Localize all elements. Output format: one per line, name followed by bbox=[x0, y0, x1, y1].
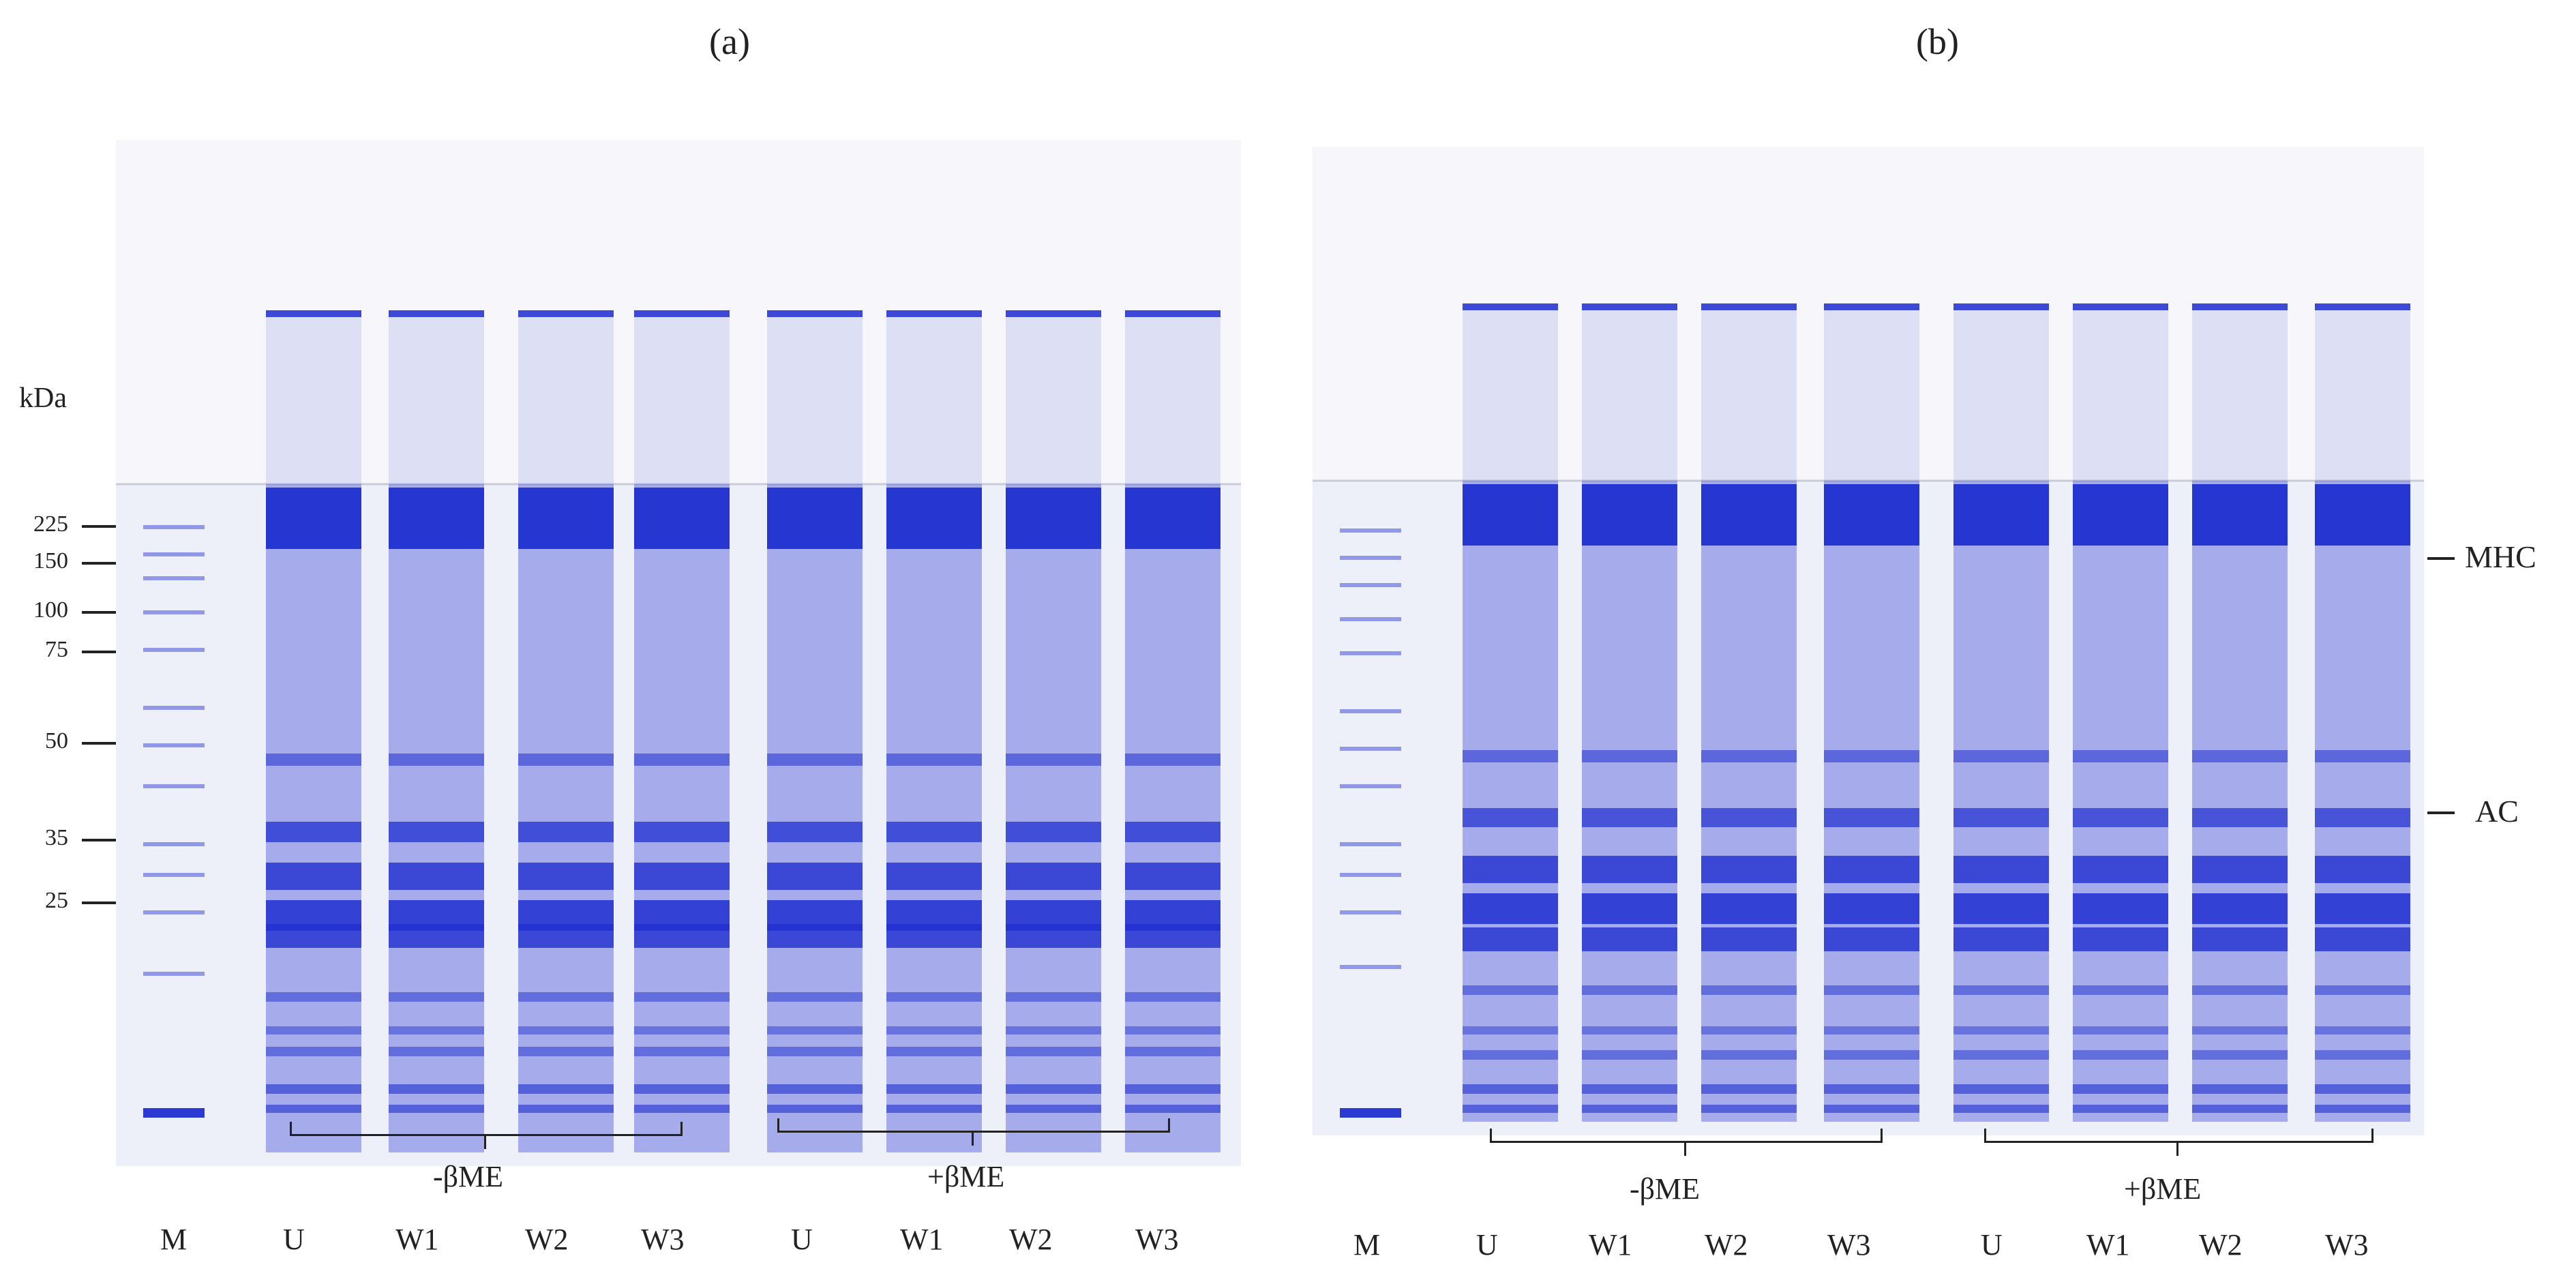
bracket-a-plus bbox=[777, 1118, 1170, 1133]
kda-unit-label: kDa bbox=[19, 383, 67, 414]
gel-image-a bbox=[116, 140, 1241, 1166]
mw-35-tick bbox=[82, 839, 116, 841]
gel-image-b bbox=[1313, 147, 2424, 1135]
mw-25-tick bbox=[82, 901, 116, 904]
condition-a-plus: +βME bbox=[927, 1160, 1005, 1193]
mw-150-label: 150 bbox=[33, 548, 68, 573]
mw-225-tick bbox=[82, 525, 116, 528]
lane-b-w1-plus: W1 bbox=[2086, 1228, 2130, 1262]
mw-150-tick bbox=[82, 562, 116, 565]
condition-a-minus: -βME bbox=[433, 1160, 504, 1193]
lane-b-w1-minus: W1 bbox=[1589, 1228, 1632, 1262]
panel-a-label: (a) bbox=[709, 21, 750, 62]
lane-b-u-plus: U bbox=[1981, 1228, 2003, 1262]
lane-b-w2-plus: W2 bbox=[2199, 1228, 2243, 1262]
condition-b-minus: -βME bbox=[1630, 1172, 1701, 1206]
mw-75-tick bbox=[82, 651, 116, 653]
mw-100-label: 100 bbox=[33, 597, 68, 623]
mw-100-tick bbox=[82, 611, 116, 614]
mw-50-label: 50 bbox=[45, 728, 68, 754]
bracket-a-minus bbox=[290, 1122, 683, 1136]
lane-b-m: M bbox=[1353, 1228, 1381, 1262]
bracket-b-minus-stem bbox=[1684, 1141, 1686, 1156]
panel-b-label: (b) bbox=[1916, 21, 1959, 62]
bracket-b-plus bbox=[1984, 1129, 2373, 1143]
lane-a-w2-plus: W2 bbox=[1009, 1223, 1053, 1256]
mw-35-label: 35 bbox=[45, 825, 68, 850]
lane-a-w1-minus: W1 bbox=[395, 1223, 439, 1256]
mw-25-label: 25 bbox=[45, 888, 68, 913]
lane-a-w3-minus: W3 bbox=[641, 1223, 685, 1256]
lane-b-w3-minus: W3 bbox=[1827, 1228, 1871, 1262]
lane-a-u-plus: U bbox=[791, 1223, 813, 1256]
bracket-a-plus-stem bbox=[972, 1131, 974, 1146]
lane-a-m: M bbox=[160, 1223, 188, 1256]
lane-a-w2-minus: W2 bbox=[525, 1223, 569, 1256]
lane-b-w2-minus: W2 bbox=[1705, 1228, 1748, 1262]
mw-75-label: 75 bbox=[45, 637, 68, 662]
mhc-label: MHC bbox=[2465, 539, 2536, 574]
lane-a-w3-plus: W3 bbox=[1135, 1223, 1179, 1256]
condition-b-plus: +βME bbox=[2124, 1172, 2202, 1206]
lane-a-w1-plus: W1 bbox=[900, 1223, 944, 1256]
mhc-tick bbox=[2427, 557, 2455, 560]
lane-a-u-minus: U bbox=[283, 1223, 305, 1256]
lane-b-u-minus: U bbox=[1476, 1228, 1498, 1262]
mw-50-tick bbox=[82, 742, 116, 745]
ac-label: AC bbox=[2475, 794, 2519, 829]
mw-225-label: 225 bbox=[33, 511, 68, 537]
ac-tick bbox=[2427, 811, 2455, 814]
lane-b-w3-plus: W3 bbox=[2325, 1228, 2369, 1262]
bracket-a-minus-stem bbox=[484, 1134, 486, 1149]
bracket-b-plus-stem bbox=[2176, 1141, 2178, 1156]
bracket-b-minus bbox=[1490, 1129, 1883, 1143]
